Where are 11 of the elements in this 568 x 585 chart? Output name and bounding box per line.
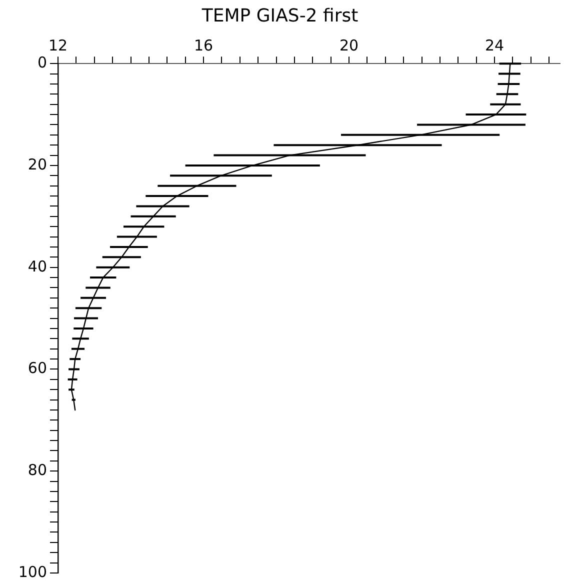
y-tick-label: 0 xyxy=(37,53,47,72)
y-tick-label: 40 xyxy=(28,257,47,276)
y-tick-label: 100 xyxy=(18,562,47,581)
x-tick-label: 20 xyxy=(339,36,359,54)
chart-title: TEMP GIAS-2 first xyxy=(200,5,358,26)
y-tick-label: 60 xyxy=(28,359,47,378)
x-tick-label: 16 xyxy=(194,36,214,54)
y-tick-label: 20 xyxy=(28,155,47,174)
x-tick-label: 12 xyxy=(48,36,68,54)
x-tick-label: 24 xyxy=(484,36,504,54)
y-tick-label: 80 xyxy=(28,461,47,480)
